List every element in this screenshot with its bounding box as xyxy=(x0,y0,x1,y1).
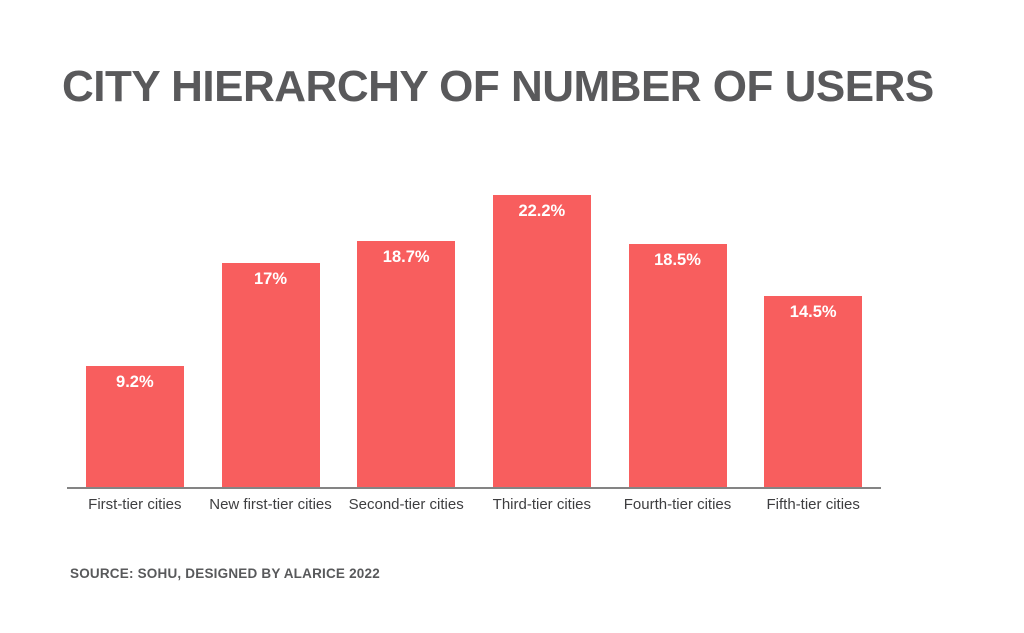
bar-value-label-3: 22.2% xyxy=(518,202,566,220)
category-label-3: Third-tier cities xyxy=(492,496,592,513)
bar-2: 18.7% xyxy=(357,241,456,487)
bar-0: 9.2% xyxy=(85,366,184,487)
bar-value-label-1: 17% xyxy=(253,270,288,288)
bar-1: 17% xyxy=(221,263,320,487)
bar-cell-2: 18.7% xyxy=(338,150,474,487)
bar-cell-0: 9.2% xyxy=(67,150,203,487)
bar-cell-4: 18.5% xyxy=(610,150,746,487)
bar-value-label-0: 9.2% xyxy=(116,373,154,391)
bar-3: 22.2% xyxy=(492,195,591,487)
bar-value-label-4: 18.5% xyxy=(654,251,701,269)
bar-value-label-5: 14.5% xyxy=(789,303,837,321)
source-note: SOURCE: SOHU, DESIGNED BY ALARICE 2022 xyxy=(70,566,380,581)
category-labels-row: First-tier cities New first-tier cities Se… xyxy=(67,496,881,513)
chart-title: CITY HIERARCHY OF NUMBER OF USERS xyxy=(62,62,934,111)
x-axis-line xyxy=(67,487,881,489)
category-label-4: Fourth-tier cities xyxy=(623,496,732,513)
category-label-2: Second-tier cities xyxy=(348,496,464,513)
bar-cell-3: 22.2% xyxy=(474,150,610,487)
bar-cell-1: 17% xyxy=(203,150,339,487)
category-label-5: Fifth-tier cities xyxy=(766,496,860,513)
category-label-1: New first-tier cities xyxy=(209,496,332,513)
bar-4: 18.5% xyxy=(628,244,727,487)
category-label-0: First-tier cities xyxy=(88,496,182,513)
bar-5: 14.5% xyxy=(764,296,863,487)
bar-cell-5: 14.5% xyxy=(745,150,881,487)
bar-value-label-2: 18.7% xyxy=(382,248,430,266)
bars-row: 9.2% 17% 18.7% 22.2% 18.5% 14.5% xyxy=(67,150,881,487)
